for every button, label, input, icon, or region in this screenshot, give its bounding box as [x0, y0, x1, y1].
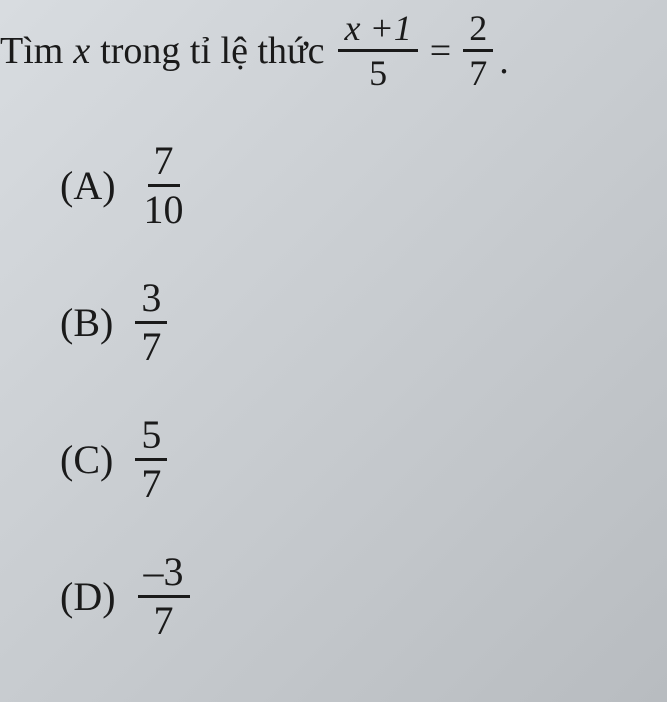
left-numerator: x +1 [338, 10, 417, 52]
choice-a[interactable]: (A) 7 10 [60, 141, 667, 230]
equation: x +1 5 = 2 7 . [338, 10, 508, 91]
choice-d-denominator: 7 [148, 598, 180, 641]
choice-b-numerator: 3 [135, 278, 167, 324]
right-numerator: 2 [463, 10, 493, 52]
period: . [499, 39, 509, 83]
prompt-part1: Tìm [0, 29, 63, 73]
choice-a-fraction: 7 10 [138, 141, 190, 230]
choice-label-b: (B) [60, 299, 113, 346]
choice-c-numerator: 5 [135, 415, 167, 461]
question-row: Tìm x trong tỉ lệ thức x +1 5 = 2 7 . [0, 10, 667, 91]
choice-b[interactable]: (B) 3 7 [60, 278, 667, 367]
choices-list: (A) 7 10 (B) 3 7 (C) 5 7 (D) –3 7 [0, 141, 667, 641]
choice-c-fraction: 5 7 [135, 415, 167, 504]
equation-right-fraction: 2 7 [463, 10, 493, 91]
equals-sign: = [430, 29, 451, 73]
choice-d-fraction: –3 7 [138, 552, 190, 641]
choice-b-fraction: 3 7 [135, 278, 167, 367]
choice-d[interactable]: (D) –3 7 [60, 552, 667, 641]
equation-left-fraction: x +1 5 [338, 10, 417, 91]
right-denominator: 7 [463, 52, 493, 91]
choice-a-numerator: 7 [148, 141, 180, 187]
choice-b-denominator: 7 [135, 324, 167, 367]
choice-label-c: (C) [60, 436, 113, 483]
choice-c[interactable]: (C) 5 7 [60, 415, 667, 504]
choice-c-denominator: 7 [135, 461, 167, 504]
choice-a-denominator: 10 [138, 187, 190, 230]
variable-x: x [73, 29, 90, 73]
question-prompt: Tìm x trong tỉ lệ thức [0, 29, 324, 73]
prompt-part2: trong tỉ lệ thức [100, 29, 324, 73]
choice-label-d: (D) [60, 573, 116, 620]
choice-d-numerator: –3 [138, 552, 190, 598]
left-denominator: 5 [363, 52, 393, 91]
choice-label-a: (A) [60, 162, 116, 209]
